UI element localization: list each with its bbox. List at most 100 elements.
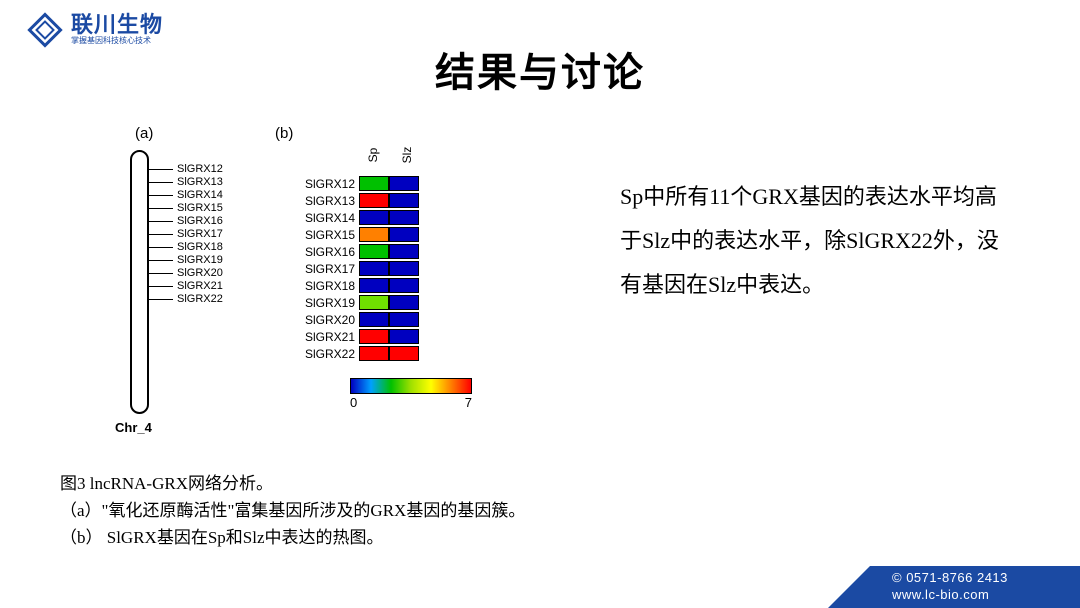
heatmap-cell [359, 278, 389, 293]
scale-gradient [350, 378, 472, 394]
heatmap-cell [389, 278, 419, 293]
gene-leader-row: SlGRX17 [148, 228, 223, 241]
heatmap-cell [389, 261, 419, 276]
footer: © 0571-8766 2413 www.lc-bio.com [870, 566, 1080, 608]
heatmap-rows: SlGRX12 SlGRX13 SlGRX14 SlGRX15 SlGRX16 SlGRX… [290, 175, 419, 362]
heatmap-row: SlGRX14 [290, 209, 419, 226]
heatmap-row-label: SlGRX14 [290, 211, 359, 225]
heatmap-cell [389, 227, 419, 242]
col-label-sp: Sp [366, 145, 380, 165]
gene-leader-row: SlGRX14 [148, 189, 223, 202]
heatmap-row-label: SlGRX13 [290, 194, 359, 208]
page-title: 结果与讨论 [0, 40, 1080, 98]
footer-phone: © 0571-8766 2413 [892, 570, 1080, 587]
heatmap-cell [359, 346, 389, 361]
caption-line-2: （a）"氧化还原酶活性"富集基因所涉及的GRX基因的基因簇。 [60, 497, 525, 524]
chromosome-body [130, 150, 149, 414]
heatmap-row-label: SlGRX20 [290, 313, 359, 327]
gene-label: SlGRX21 [177, 280, 223, 293]
gene-leader-row: SlGRX22 [148, 293, 223, 306]
heatmap-cell [359, 176, 389, 191]
description-text: Sp中所有11个GRX基因的表达水平均高于Slz中的表达水平，除SlGRX22外… [620, 175, 1000, 307]
scale-min: 0 [350, 395, 357, 410]
leader-line-icon [148, 247, 173, 248]
heatmap-cell [389, 346, 419, 361]
leader-line-icon [148, 208, 173, 209]
figure-caption: 图3 lncRNA-GRX网络分析。 （a）"氧化还原酶活性"富集基因所涉及的G… [60, 470, 525, 552]
gene-leader-row: SlGRX15 [148, 202, 223, 215]
heatmap-row: SlGRX16 [290, 243, 419, 260]
caption-line-1: 图3 lncRNA-GRX网络分析。 [60, 470, 525, 497]
leader-line-icon [148, 286, 173, 287]
heatmap-cell [389, 210, 419, 225]
heatmap-row: SlGRX18 [290, 277, 419, 294]
heatmap-cell [359, 261, 389, 276]
logo-title: 联川生物 [71, 14, 163, 36]
heatmap-cell [389, 312, 419, 327]
gene-leader-row: SlGRX20 [148, 267, 223, 280]
heatmap-row-label: SlGRX21 [290, 330, 359, 344]
scale-max: 7 [465, 395, 472, 410]
gene-leader-row: SlGRX18 [148, 241, 223, 254]
heatmap-row-label: SlGRX12 [290, 177, 359, 191]
panel-a-label: (a) [135, 125, 153, 142]
heatmap-row: SlGRX20 [290, 311, 419, 328]
footer-bar: © 0571-8766 2413 www.lc-bio.com [870, 566, 1080, 608]
heatmap-cell [389, 193, 419, 208]
gene-label: SlGRX15 [177, 202, 223, 215]
leader-line-icon [148, 260, 173, 261]
heatmap-row-label: SlGRX15 [290, 228, 359, 242]
heatmap-cell [359, 244, 389, 259]
panel-b-label: (b) [275, 125, 293, 142]
gene-leader-row: SlGRX16 [148, 215, 223, 228]
heatmap-row: SlGRX22 [290, 345, 419, 362]
gene-label: SlGRX16 [177, 215, 223, 228]
gene-label: SlGRX14 [177, 189, 223, 202]
caption-line-3: （b） SlGRX基因在Sp和Slz中表达的热图。 [60, 524, 525, 551]
gene-label: SlGRX13 [177, 176, 223, 189]
heatmap-row-label: SlGRX22 [290, 347, 359, 361]
gene-leader-list: SlGRX12SlGRX13SlGRX14SlGRX15SlGRX16SlGRX… [148, 163, 223, 306]
heatmap-cell [359, 329, 389, 344]
heatmap-row: SlGRX17 [290, 260, 419, 277]
col-label-slz: Slz [400, 145, 414, 165]
leader-line-icon [148, 234, 173, 235]
heatmap-row: SlGRX19 [290, 294, 419, 311]
heatmap-row-label: SlGRX16 [290, 245, 359, 259]
gene-label: SlGRX18 [177, 241, 223, 254]
heatmap-cell [389, 244, 419, 259]
gene-label: SlGRX19 [177, 254, 223, 267]
footer-url: www.lc-bio.com [892, 587, 1080, 604]
leader-line-icon [148, 299, 173, 300]
heatmap-cell [389, 329, 419, 344]
heatmap-row: SlGRX15 [290, 226, 419, 243]
gene-leader-row: SlGRX21 [148, 280, 223, 293]
heatmap-row: SlGRX12 [290, 175, 419, 192]
gene-leader-row: SlGRX12 [148, 163, 223, 176]
leader-line-icon [148, 195, 173, 196]
figure-area: (a) (b) Chr_4 SlGRX12SlGRX13SlGRX14SlGRX… [95, 125, 525, 445]
footer-triangle [828, 566, 870, 608]
heatmap-cell [359, 312, 389, 327]
heatmap-row-label: SlGRX19 [290, 296, 359, 310]
heatmap-cell [359, 210, 389, 225]
gene-leader-row: SlGRX19 [148, 254, 223, 267]
leader-line-icon [148, 182, 173, 183]
gene-label: SlGRX12 [177, 163, 223, 176]
leader-line-icon [148, 273, 173, 274]
heatmap-cell [389, 295, 419, 310]
gene-label: SlGRX17 [177, 228, 223, 241]
heatmap-cell [359, 227, 389, 242]
gene-leader-row: SlGRX13 [148, 176, 223, 189]
gene-label: SlGRX20 [177, 267, 223, 280]
heatmap-cell [359, 193, 389, 208]
chromosome-label: Chr_4 [115, 420, 152, 435]
heatmap-row-label: SlGRX17 [290, 262, 359, 276]
heatmap-col-labels: Sp Slz [363, 148, 417, 162]
heatmap-cell [359, 295, 389, 310]
scale-bar: 0 7 [350, 378, 472, 410]
leader-line-icon [148, 221, 173, 222]
gene-label: SlGRX22 [177, 293, 223, 306]
heatmap-row: SlGRX21 [290, 328, 419, 345]
heatmap-row: SlGRX13 [290, 192, 419, 209]
